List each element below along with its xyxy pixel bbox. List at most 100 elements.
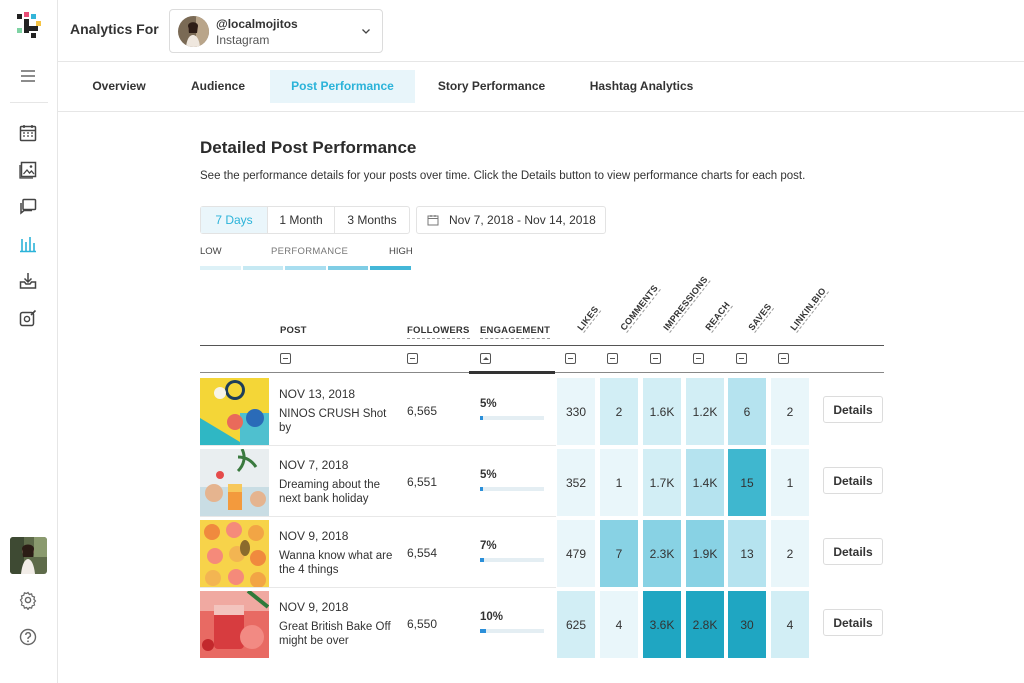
post-caption: Wanna know what are the 4 things xyxy=(279,550,393,576)
sort-reach-icon[interactable] xyxy=(693,353,704,364)
sidebar-item-export[interactable] xyxy=(15,268,41,294)
tab-story-performance[interactable]: Story Performance xyxy=(437,79,546,93)
account-selector[interactable]: @localmojitos Instagram xyxy=(169,9,383,53)
reach-cell: 1.2K xyxy=(686,378,724,445)
details-button[interactable]: Details xyxy=(823,609,883,636)
tab-hashtag-analytics[interactable]: Hashtag Analytics xyxy=(589,79,694,93)
settings-icon xyxy=(19,591,37,610)
active-sort-indicator xyxy=(469,371,555,374)
sort-comments-icon[interactable] xyxy=(607,353,618,364)
legend-segment xyxy=(242,266,284,270)
post-thumbnail[interactable] xyxy=(200,520,269,587)
edit-icon xyxy=(19,309,37,327)
logo-icon[interactable] xyxy=(15,12,43,40)
details-button[interactable]: Details xyxy=(823,467,883,494)
sidebar-item-conversations[interactable] xyxy=(15,194,41,220)
sidebar-item-media[interactable] xyxy=(15,157,41,183)
table-row: NOV 13, 2018 NINOS CRUSH Shot by 6,565 5% 33… xyxy=(200,375,884,446)
legend-performance-label: PERFORMANCE xyxy=(271,246,349,257)
legend-segment xyxy=(327,266,369,270)
sidebar-item-analytics[interactable] xyxy=(15,231,41,257)
date-range-text: Nov 7, 2018 - Nov 14, 2018 xyxy=(449,213,596,227)
sort-engagement-icon[interactable] xyxy=(480,353,491,364)
tab-overview[interactable]: Overview xyxy=(92,79,146,93)
sort-post-icon[interactable] xyxy=(280,353,291,364)
sidebar-item-calendar[interactable] xyxy=(15,120,41,146)
likes-cell: 352 xyxy=(557,449,595,516)
sort-impressions-icon[interactable] xyxy=(650,353,661,364)
engagement-value: 5% xyxy=(480,398,497,410)
engagement-bar xyxy=(480,416,544,420)
date-range-picker[interactable]: Nov 7, 2018 - Nov 14, 2018 xyxy=(416,206,606,234)
engagement-bar-fill xyxy=(480,558,484,562)
legend-segment xyxy=(200,266,241,270)
sidebar-divider xyxy=(10,102,48,103)
sort-likes-icon[interactable] xyxy=(565,353,576,364)
col-reach[interactable]: REACH xyxy=(703,299,733,333)
followers-value: 6,550 xyxy=(407,617,438,631)
linkinbio-cell: 4 xyxy=(771,591,809,658)
saves-cell: 30 xyxy=(728,591,766,658)
reach-cell: 2.8K xyxy=(686,591,724,658)
post-thumbnail[interactable] xyxy=(200,378,269,445)
engagement-bar xyxy=(480,487,544,491)
details-button[interactable]: Details xyxy=(823,396,883,423)
post-date: NOV 7, 2018 xyxy=(279,458,349,472)
details-button[interactable]: Details xyxy=(823,538,883,565)
col-post: POST xyxy=(280,325,307,336)
col-engagement[interactable]: ENGAGEMENT xyxy=(480,325,551,339)
post-caption: NINOS CRUSH Shot by xyxy=(279,408,387,434)
linkinbio-cell: 2 xyxy=(771,520,809,587)
row-divider xyxy=(200,587,556,588)
tab-audience[interactable]: Audience xyxy=(190,79,245,93)
settings-button[interactable] xyxy=(15,587,41,613)
user-avatar[interactable] xyxy=(10,537,47,574)
engagement-bar-fill xyxy=(480,416,483,420)
legend-segment xyxy=(285,266,326,270)
followers-value: 6,551 xyxy=(407,475,438,489)
post-date: NOV 9, 2018 xyxy=(279,600,349,614)
sort-saves-icon[interactable] xyxy=(736,353,747,364)
help-button[interactable] xyxy=(15,624,41,650)
col-impressions[interactable]: IMPRESSIONS xyxy=(661,274,711,333)
table-row: NOV 7, 2018 Dreaming about the next bank … xyxy=(200,446,884,517)
col-saves[interactable]: SAVES xyxy=(746,301,775,333)
saves-cell: 13 xyxy=(728,520,766,587)
col-linkinbio[interactable]: LINKIN.BIO xyxy=(788,285,829,333)
likes-cell: 625 xyxy=(557,591,595,658)
sort-followers-icon[interactable] xyxy=(407,353,418,364)
followers-value: 6,565 xyxy=(407,404,438,418)
engagement-value: 10% xyxy=(480,611,504,623)
col-comments[interactable]: COMMENTS xyxy=(618,282,661,333)
post-thumbnail[interactable] xyxy=(200,591,269,658)
comments-cell: 7 xyxy=(600,520,638,587)
menu-button[interactable] xyxy=(15,63,41,89)
sidebar-item-linkinbio[interactable] xyxy=(15,305,41,331)
analytics-for-label: Analytics For xyxy=(70,21,159,37)
likes-cell: 479 xyxy=(557,520,595,587)
sort-linkinbio-icon[interactable] xyxy=(778,353,789,364)
col-followers[interactable]: FOLLOWERS xyxy=(407,325,470,339)
impressions-cell: 1.7K xyxy=(643,449,681,516)
range-3-months-button[interactable]: 3 Months xyxy=(347,213,397,227)
range-1-month-button[interactable]: 1 Month xyxy=(268,207,335,233)
range-7-days-button[interactable]: 7 Days xyxy=(201,207,268,233)
followers-value: 6,554 xyxy=(407,546,438,560)
engagement-bar xyxy=(480,558,544,562)
account-avatar xyxy=(178,16,209,47)
post-thumbnail[interactable] xyxy=(200,449,269,516)
col-likes[interactable]: LIKES xyxy=(575,304,602,333)
reach-cell: 1.4K xyxy=(686,449,724,516)
page-title: Detailed Post Performance xyxy=(200,138,417,157)
tab-post-performance[interactable]: Post Performance xyxy=(270,70,415,103)
row-divider xyxy=(200,516,556,517)
engagement-value: 7% xyxy=(480,540,497,552)
tab-bar: Overview Audience Post Performance Story… xyxy=(58,62,1024,112)
saves-cell: 6 xyxy=(728,378,766,445)
menu-icon xyxy=(21,70,35,82)
linkinbio-cell: 1 xyxy=(771,449,809,516)
impressions-cell: 3.6K xyxy=(643,591,681,658)
linkinbio-cell: 2 xyxy=(771,378,809,445)
calendar-icon xyxy=(19,125,37,142)
